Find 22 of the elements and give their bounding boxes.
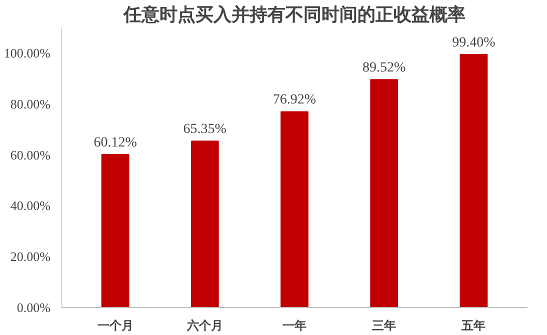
y-tick-label: 60.00% (10, 147, 51, 162)
bar (190, 140, 219, 308)
data-label: 99.40% (452, 35, 496, 50)
x-tick-label: 一个月 (97, 318, 134, 332)
x-tick-label: 三年 (372, 318, 396, 332)
y-tick-label: 100.00% (4, 45, 51, 60)
data-label: 89.52% (362, 60, 406, 76)
chart-title: 任意时点买入并持有不同时间的正收益概率 (122, 4, 466, 26)
bar (280, 111, 308, 308)
x-tick-label: 六个月 (186, 318, 223, 332)
bar (370, 79, 398, 308)
data-label: 76.92% (272, 92, 316, 108)
y-tick-label: 0.00% (16, 300, 51, 315)
bar (101, 154, 130, 308)
x-tick-label: 一年 (282, 318, 306, 332)
y-tick-label: 40.00% (10, 198, 51, 214)
data-label: 65.35% (183, 122, 227, 138)
y-tick-label: 80.00% (10, 96, 51, 112)
y-tick-label: 20.00% (10, 249, 51, 264)
bar (460, 54, 488, 308)
x-tick-label: 五年 (460, 318, 486, 332)
data-label: 60.12% (94, 135, 138, 150)
